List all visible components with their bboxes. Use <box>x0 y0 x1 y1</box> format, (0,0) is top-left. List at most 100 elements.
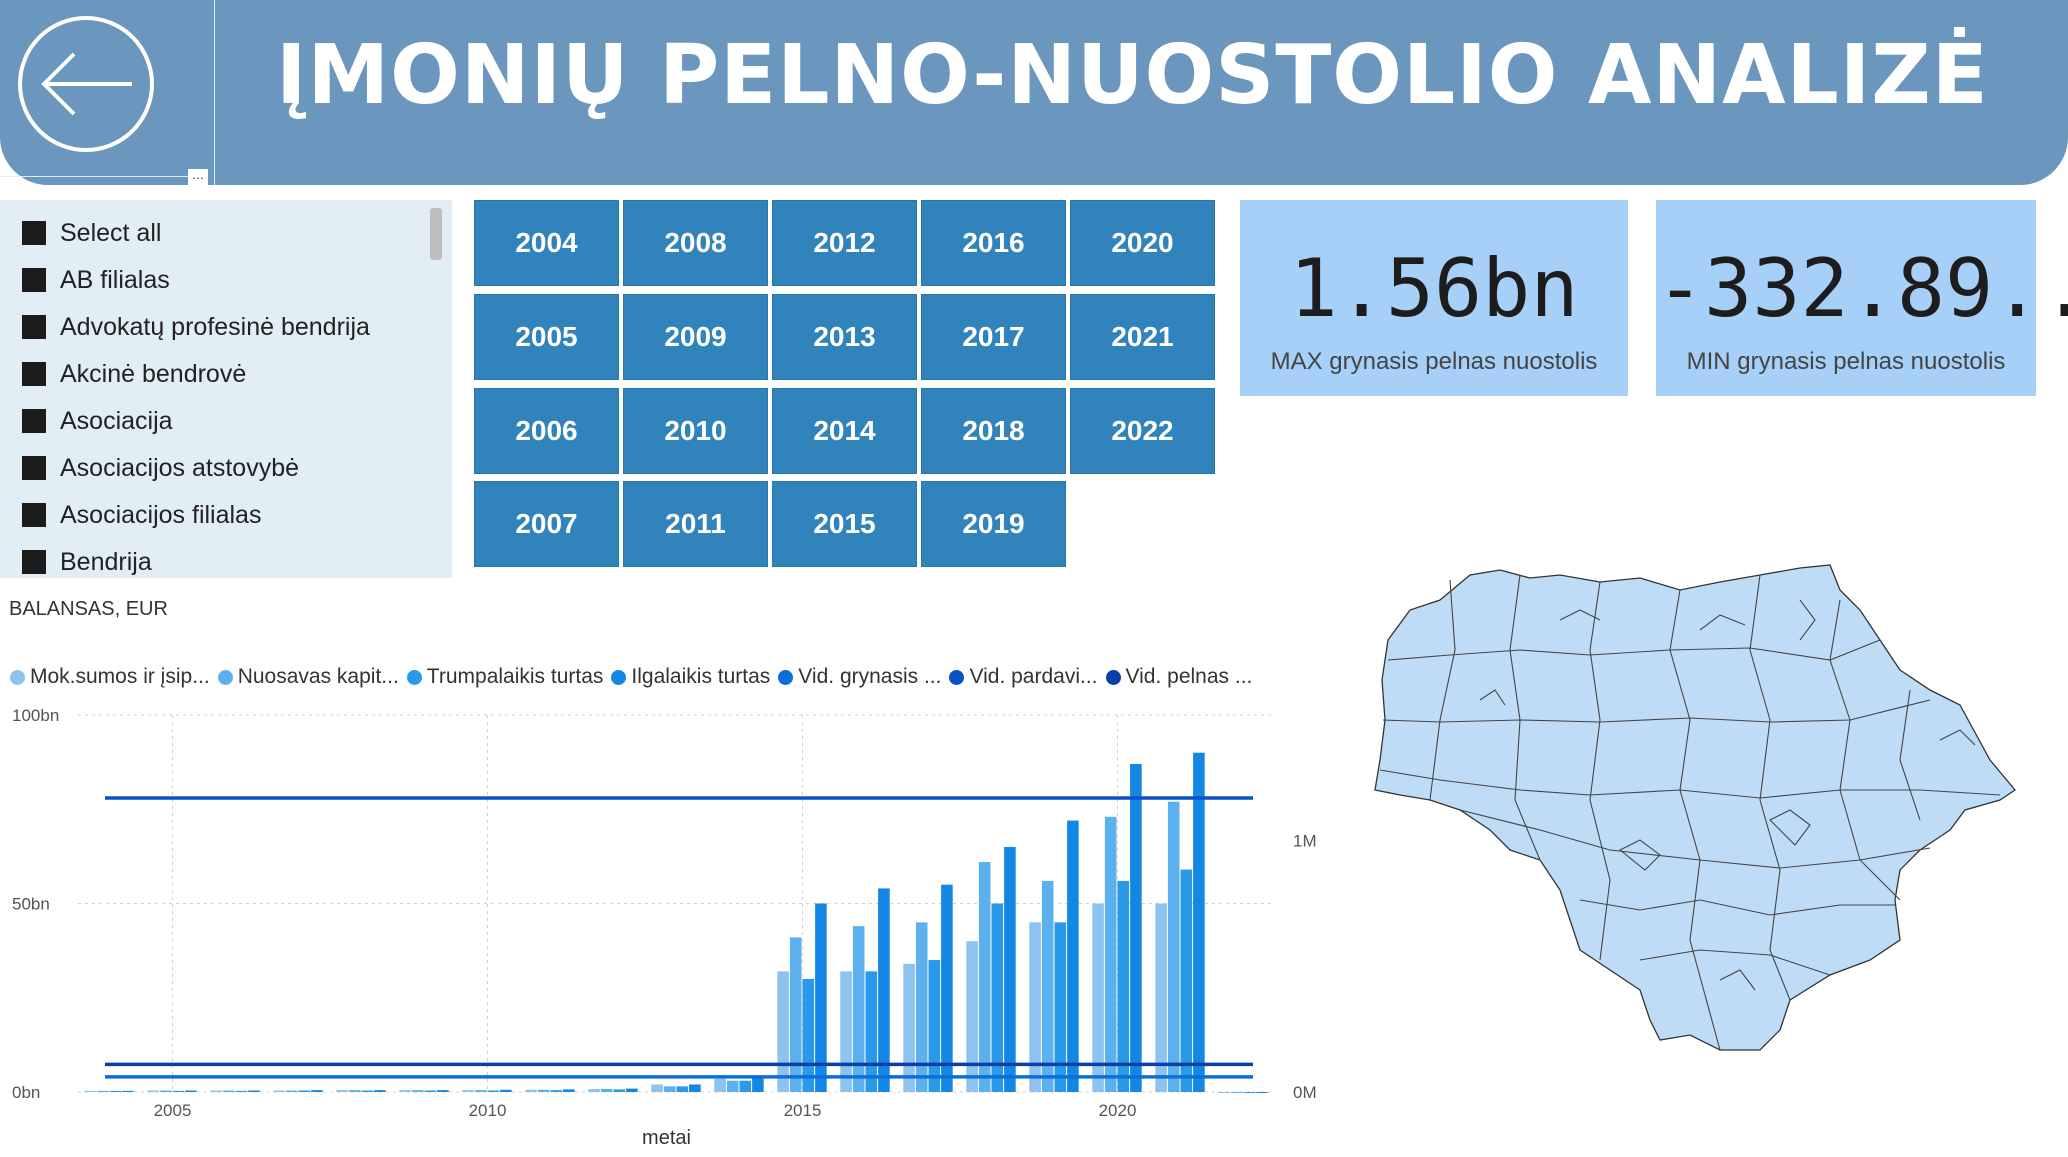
bar <box>991 903 1004 1092</box>
year-button[interactable]: 2008 <box>623 200 768 286</box>
checkbox[interactable] <box>22 503 46 527</box>
bar <box>411 1090 424 1092</box>
legend-item[interactable]: Vid. pardavi... <box>949 665 1098 689</box>
bar <box>399 1090 411 1092</box>
bar <box>109 1090 122 1092</box>
checkbox[interactable] <box>22 456 46 480</box>
year-button[interactable]: 2020 <box>1070 200 1215 286</box>
year-button[interactable]: 2007 <box>474 481 619 567</box>
slicer-scrollbar[interactable] <box>430 208 442 260</box>
year-button[interactable]: 2015 <box>772 481 917 567</box>
bar <box>210 1090 222 1092</box>
bar <box>1230 1092 1243 1093</box>
legend-item[interactable]: Vid. pelnas ... <box>1105 665 1252 689</box>
page-title: ĮMONIŲ PELNO-NUOSTOLIO ANALIZĖ <box>276 28 1989 123</box>
year-button[interactable]: 2005 <box>474 294 619 380</box>
slicer-item-label: Akcinė bendrovė <box>60 359 247 388</box>
bar <box>96 1090 109 1092</box>
slicer-item[interactable]: Asociacijos filialas <box>22 495 261 535</box>
y2-tick-label: 0M <box>1293 1083 1317 1102</box>
checkbox[interactable] <box>22 221 46 245</box>
bar <box>1004 846 1016 1092</box>
year-button[interactable]: 2010 <box>623 388 768 474</box>
year-button[interactable]: 2011 <box>623 481 768 567</box>
slicer-item[interactable]: Akcinė bendrovė <box>22 354 246 394</box>
year-button[interactable]: 2013 <box>772 294 917 380</box>
bar <box>714 1078 726 1092</box>
year-button[interactable]: 2004 <box>474 200 619 286</box>
slicer-item[interactable]: Bendrija <box>22 542 152 578</box>
year-button[interactable]: 2009 <box>623 294 768 380</box>
card-label: MAX grynasis pelnas nuostolis <box>1270 348 1598 375</box>
bar <box>978 862 991 1092</box>
arrow-left-circle-icon[interactable] <box>16 14 156 154</box>
legend-item[interactable]: Ilgalaikis turtas <box>611 665 770 689</box>
legend-marker <box>611 669 627 685</box>
bar <box>159 1090 172 1092</box>
bar <box>966 941 978 1092</box>
legend-item[interactable]: Trumpalaikis turtas <box>406 665 604 689</box>
back-button[interactable]: ... <box>0 0 215 185</box>
legend-label: Vid. pardavi... <box>969 665 1098 688</box>
bar <box>1092 903 1104 1092</box>
bar <box>235 1090 248 1092</box>
bar <box>273 1090 285 1092</box>
checkbox[interactable] <box>22 315 46 339</box>
year-button[interactable]: 2018 <box>921 388 1066 474</box>
bar <box>777 971 789 1092</box>
bar <box>172 1090 185 1092</box>
year-button[interactable]: 2017 <box>921 294 1066 380</box>
slicer-item-label: Asociacija <box>60 406 173 435</box>
slicer-item-select-all[interactable]: Select all <box>22 213 161 253</box>
x-tick-label: 2010 <box>469 1101 507 1120</box>
bar <box>865 971 878 1092</box>
year-button[interactable]: 2016 <box>921 200 1066 286</box>
slicer-item[interactable]: AB filialas <box>22 260 170 300</box>
entity-type-slicer[interactable]: Select all AB filialas Advokatų profesin… <box>0 200 452 578</box>
bar <box>1054 922 1067 1092</box>
bar <box>840 971 852 1092</box>
year-button[interactable]: 2022 <box>1070 388 1215 474</box>
bar <box>1256 1092 1268 1093</box>
checkbox[interactable] <box>22 550 46 574</box>
more-options-button[interactable]: ... <box>188 167 208 185</box>
bar <box>84 1090 96 1092</box>
y2-tick-label: 1M <box>1293 832 1317 851</box>
legend-item[interactable]: Nuosavas kapit... <box>217 665 399 689</box>
checkbox[interactable] <box>22 268 46 292</box>
bar <box>689 1084 701 1092</box>
slicer-item-label: Asociacijos atstovybė <box>60 453 300 482</box>
slicer-item-label: Advokatų profesinė bendrija <box>60 312 370 341</box>
bar <box>525 1089 537 1092</box>
year-button[interactable]: 2006 <box>474 388 619 474</box>
lithuania-municipality-map[interactable] <box>1370 560 2020 1060</box>
slicer-item-label: AB filialas <box>60 265 170 294</box>
checkbox[interactable] <box>22 362 46 386</box>
slicer-item[interactable]: Advokatų profesinė bendrija <box>22 307 370 347</box>
slicer-item[interactable]: Asociacija <box>22 401 173 441</box>
bar <box>588 1088 600 1092</box>
year-button[interactable]: 2012 <box>772 200 917 286</box>
legend-item[interactable]: Vid. grynasis ... <box>778 665 941 689</box>
legend-label: Trumpalaikis turtas <box>426 665 604 688</box>
map-country-fill[interactable] <box>1374 564 2016 1051</box>
bar <box>222 1090 235 1092</box>
bar <box>1218 1092 1230 1093</box>
bar <box>903 963 915 1092</box>
bar <box>285 1090 298 1092</box>
checkbox[interactable] <box>22 409 46 433</box>
year-button[interactable]: 2021 <box>1070 294 1215 380</box>
bar <box>1180 869 1193 1092</box>
bar <box>915 922 928 1092</box>
bar <box>852 926 865 1092</box>
x-axis-label: metai <box>642 1127 691 1149</box>
legend-item[interactable]: Mok.sumos ir įsip... <box>10 665 210 689</box>
year-button[interactable]: 2014 <box>772 388 917 474</box>
bar <box>1029 922 1041 1092</box>
bar <box>1041 880 1054 1092</box>
year-button[interactable]: 2019 <box>921 481 1066 567</box>
legend-marker <box>1105 669 1121 685</box>
slicer-item[interactable]: Asociacijos atstovybė <box>22 448 299 488</box>
balance-chart[interactable]: 0bn 50bn 100bn 0M 1M 2005 2010 2015 2020 metai <box>0 700 1340 1150</box>
card-label: MIN grynasis pelnas nuostolis <box>1686 348 2006 375</box>
